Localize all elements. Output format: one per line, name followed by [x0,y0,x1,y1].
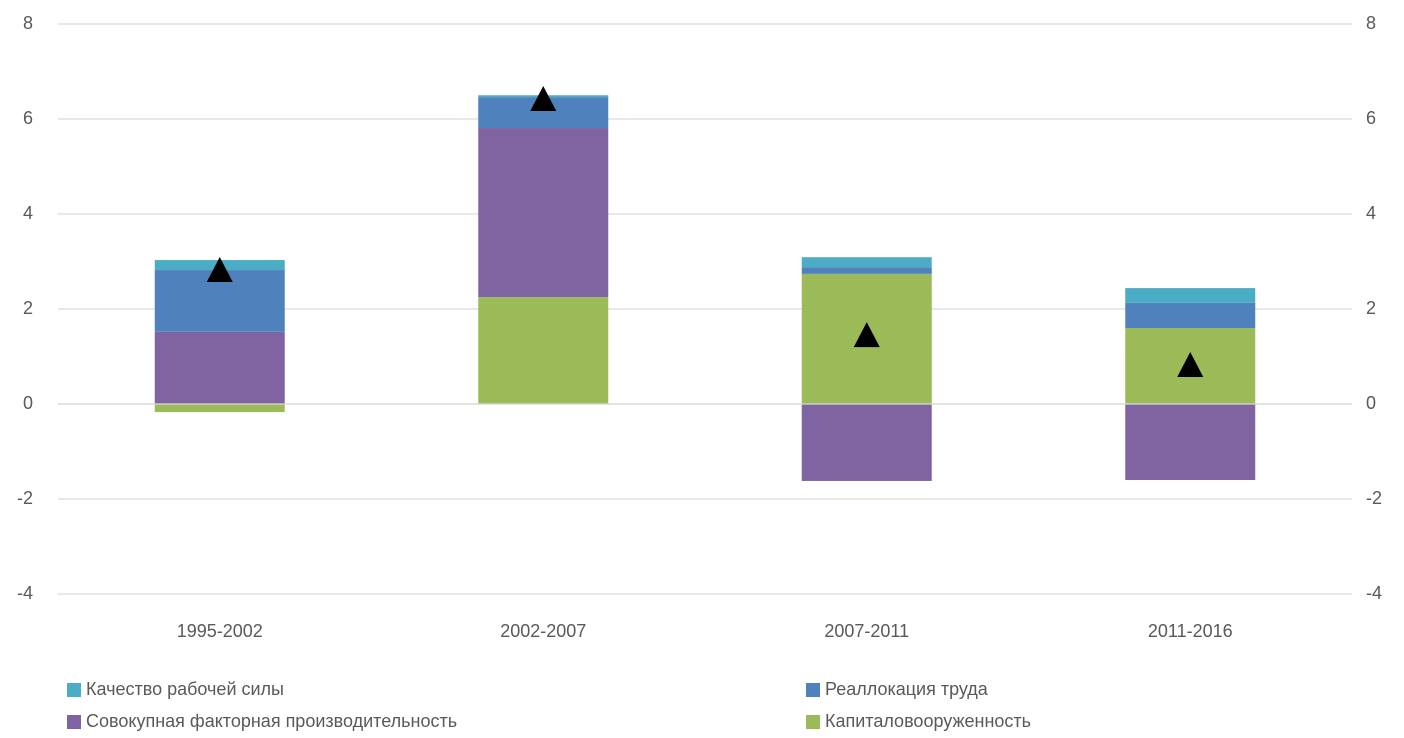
legend-label: Совокупная факторная производительность [86,711,457,731]
bar-segment [801,404,932,481]
legend-label: Качество рабочей силы [86,679,284,699]
x-tick-label: 2002-2007 [500,621,586,641]
total-marker [530,86,557,112]
x-tick-label: 2007-2011 [824,621,909,641]
legend-swatch [67,715,81,729]
y-tick-label: -4 [17,583,33,603]
total-marker [206,257,233,283]
total-marker [1177,352,1204,378]
y-tick-label: 6 [23,108,33,128]
legend-label: Реаллокация труда [825,679,989,699]
bar-segment [478,297,609,404]
bar-segment [1125,288,1256,303]
y-tick-label: 0 [23,393,33,413]
bar-segment [1125,302,1256,328]
y2-tick-label: -2 [1366,488,1382,508]
legend-label: Капиталовооруженность [825,711,1031,731]
x-tick-label: 1995-2002 [177,621,263,641]
y2-tick-label: 6 [1366,108,1376,128]
legend-swatch [806,715,820,729]
y-tick-label: 2 [23,298,33,318]
y2-tick-label: 8 [1366,13,1376,33]
bar-segment [1125,404,1256,480]
y-tick-label: 4 [23,203,33,223]
bar-segment [154,404,285,413]
legend-swatch [806,683,820,697]
bar-segment [154,331,285,404]
y2-tick-label: 2 [1366,298,1376,318]
y2-tick-label: -4 [1366,583,1382,603]
y2-tick-label: 0 [1366,393,1376,413]
bar-segment [801,257,932,268]
y-tick-label: -2 [17,488,33,508]
bar-segment [478,128,609,298]
y2-tick-label: 4 [1366,203,1376,223]
bar-segment [801,267,932,274]
x-tick-label: 2011-2016 [1148,621,1233,641]
y-tick-label: 8 [23,13,33,33]
total-marker [853,322,880,348]
legend-swatch [67,683,81,697]
